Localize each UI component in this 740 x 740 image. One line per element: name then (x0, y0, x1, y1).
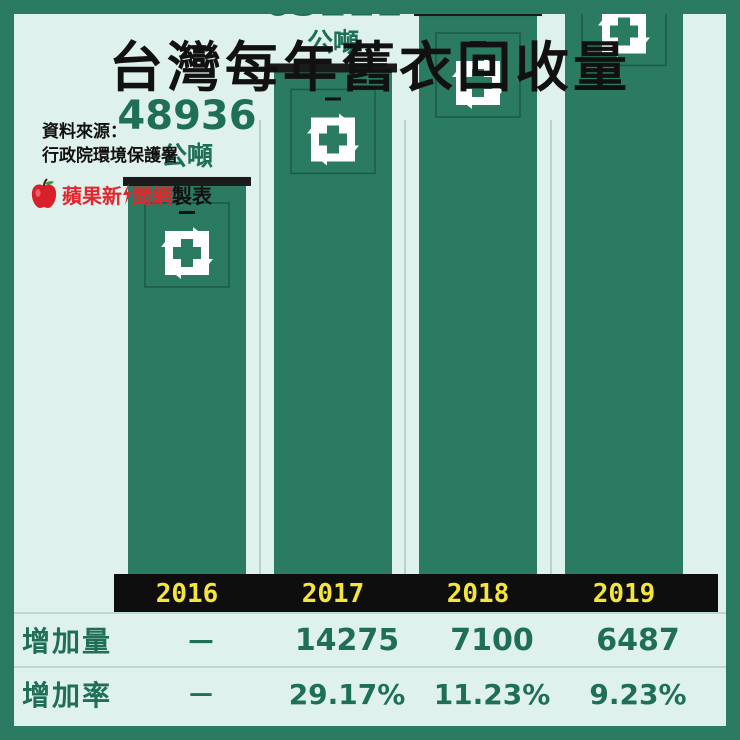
poster-panel: 48936公噸201663211公噸201770311公噸201876798公噸… (14, 14, 726, 726)
apple-logo-icon (31, 178, 57, 208)
bin-panel (581, 14, 667, 67)
tick-label-2018: 2018 (447, 579, 510, 609)
cell-2019: 6487 (596, 622, 680, 658)
chart-title: 台灣每年舊衣回收量 (109, 36, 631, 99)
bin-slot (470, 41, 486, 45)
bin-lid (414, 14, 542, 17)
year-band (114, 574, 718, 612)
bar-chart: 48936公噸201663211公噸201770311公噸201876798公噸… (114, 14, 718, 612)
cell-2017: 14275 (294, 622, 400, 658)
cell-2018: 11.23% (433, 677, 551, 711)
stats-divider (14, 612, 726, 614)
credit-brand-mid: 聞網 (132, 183, 172, 208)
bar-2019 (565, 14, 683, 575)
bin-slot (325, 97, 341, 101)
credit-suffix: 製表 (172, 183, 212, 208)
source-agency: 行政院環境保護署 (42, 146, 178, 166)
bin-panel (290, 88, 376, 175)
data-label-2017: 63211 (263, 14, 402, 25)
cell-2018: 7100 (450, 622, 534, 658)
stats-row-rate: 增加率 － 29.17% 11.23% 9.23% (14, 668, 726, 720)
recycle-icon (307, 113, 359, 166)
row-label: 增加率 (22, 679, 113, 712)
credit-line: 蘋果新 聞網 製表 (30, 178, 212, 210)
bin-panel (144, 202, 230, 288)
cell-2016: － (186, 626, 216, 661)
stats-divider (14, 666, 726, 668)
credit-brand-red: 蘋果新 (62, 183, 122, 208)
recycle-icon (598, 14, 650, 58)
lightning-icon (123, 183, 131, 205)
unit-label: 公噸 (161, 142, 213, 172)
bar-2016 (128, 184, 246, 574)
tick-label-2016: 2016 (156, 579, 219, 609)
bar-2018 (419, 15, 537, 575)
tick-label-2019: 2019 (593, 579, 656, 609)
cell-2019: 9.23% (589, 677, 687, 711)
cell-2016: － (186, 679, 215, 712)
unit-label: 公噸 (307, 28, 359, 58)
bin-panel (435, 32, 521, 118)
data-label-2016: 48936 (117, 93, 256, 139)
bin-slot (179, 210, 195, 214)
stats-table: 增加量 － 14275 7100 6487 增加率 － 29.17% 11.23… (14, 612, 726, 726)
cell-2017: 29.17% (288, 677, 406, 711)
recycle-icon (161, 226, 213, 279)
recycle-icon (452, 57, 504, 110)
bin-lid (123, 176, 251, 186)
source-note: 資料來源： 行政院環境保護署 (42, 120, 178, 168)
row-label: 增加量 (22, 625, 113, 658)
source-label: 資料來源： (42, 122, 127, 142)
tick-label-2017: 2017 (302, 579, 365, 609)
bin-lid (269, 63, 397, 73)
stats-row-increase: 增加量 － 14275 7100 6487 (14, 614, 726, 666)
